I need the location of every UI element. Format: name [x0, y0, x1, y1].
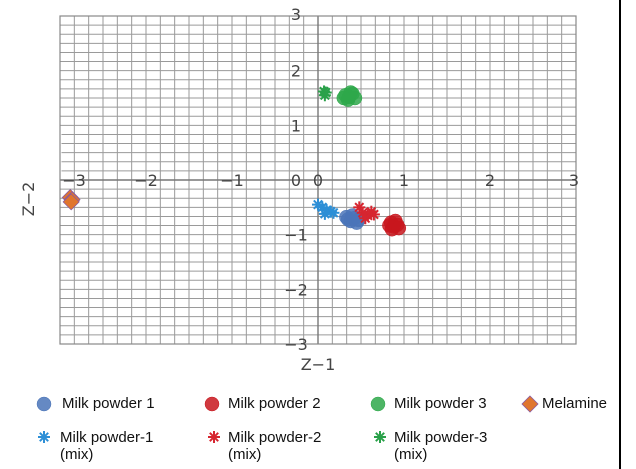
data-point-milk-powder-3-mix: [319, 86, 332, 99]
x-tick-label: 2: [485, 171, 495, 190]
legend-marker: [370, 396, 386, 412]
y-tick-label: 2: [291, 62, 301, 81]
y-axis-label: Z−2: [19, 182, 38, 217]
y-tick-label: 3: [291, 5, 301, 24]
tick-labels: −3 −2 −1 0 1 2 3 3 2 1 0 −1 −2 −3: [62, 5, 579, 354]
legend-marker: [374, 431, 386, 443]
data-point-milk-powder-1: [339, 209, 354, 225]
data-point-melamine: [62, 193, 80, 211]
data-points: [61, 85, 407, 237]
plot-border: [59, 15, 577, 345]
data-point-milk-powder-2-mix: [367, 208, 380, 221]
legend-marker: [36, 396, 52, 412]
x-tick-label: −2: [134, 171, 158, 190]
y-tick-label: 1: [291, 116, 301, 135]
x-tick-label: 3: [569, 171, 579, 190]
legend-marker: [208, 431, 220, 443]
legend-marker: [204, 396, 220, 412]
data-point-milk-powder-2-mix: [359, 212, 372, 225]
legend-marker: [521, 395, 539, 413]
y-tick-label: −2: [284, 280, 308, 299]
x-tick-label: −1: [220, 171, 244, 190]
y-tick-label: −1: [284, 226, 308, 245]
data-point-milk-powder-1-mix: [318, 207, 331, 220]
x-tick-label: 0: [313, 171, 323, 190]
y-tick-label: −3: [284, 335, 308, 354]
data-point-milk-powder-1-mix: [327, 206, 340, 219]
data-point-milk-powder-2: [391, 220, 407, 236]
x-tick-label: −3: [62, 171, 86, 190]
x-tick-label: 1: [399, 171, 409, 190]
data-point-milk-powder-3: [336, 90, 352, 106]
y-tick-label: 0: [291, 171, 301, 190]
axes: [59, 15, 577, 345]
x-axis-label: Z−1: [301, 355, 336, 374]
legend-marker: [38, 431, 50, 443]
legend-markers: [36, 395, 539, 443]
